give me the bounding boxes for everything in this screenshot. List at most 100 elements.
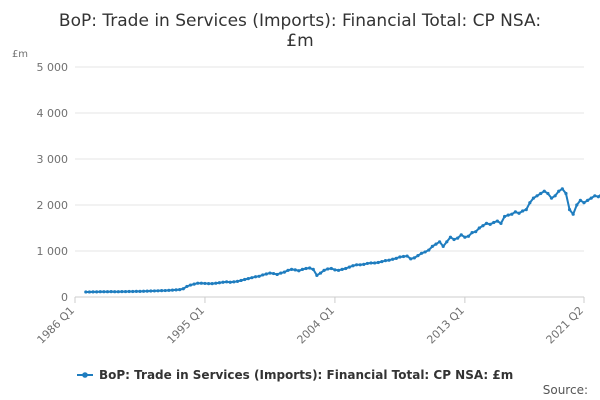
data-point-141[interactable] xyxy=(593,194,597,198)
data-point-61[interactable] xyxy=(304,266,308,271)
data-point-107[interactable] xyxy=(470,231,474,235)
data-point-102[interactable] xyxy=(452,237,456,242)
data-point-98[interactable] xyxy=(438,240,442,244)
data-point-60[interactable] xyxy=(300,267,305,271)
data-point-25[interactable] xyxy=(174,288,178,292)
data-point-2[interactable] xyxy=(91,290,95,294)
data-point-140[interactable] xyxy=(589,196,593,200)
data-point-100[interactable] xyxy=(445,240,449,244)
data-point-69[interactable] xyxy=(333,268,337,272)
data-point-139[interactable] xyxy=(586,198,590,202)
data-point-63[interactable] xyxy=(311,267,315,271)
data-point-9[interactable] xyxy=(116,290,120,294)
data-point-53[interactable] xyxy=(275,272,279,277)
data-point-137[interactable] xyxy=(578,198,582,202)
data-point-35[interactable] xyxy=(210,282,214,286)
data-point-106[interactable] xyxy=(466,234,471,238)
data-point-88[interactable] xyxy=(401,254,406,259)
data-point-118[interactable] xyxy=(510,212,514,216)
data-point-91[interactable] xyxy=(412,256,416,260)
data-point-12[interactable] xyxy=(127,289,131,294)
data-point-65[interactable] xyxy=(318,271,323,275)
data-point-135[interactable] xyxy=(571,212,575,216)
data-point-121[interactable] xyxy=(521,209,525,213)
data-point-28[interactable] xyxy=(185,284,189,289)
data-point-30[interactable] xyxy=(192,282,196,286)
data-point-56[interactable] xyxy=(286,268,290,272)
data-point-14[interactable] xyxy=(134,289,138,293)
data-point-54[interactable] xyxy=(279,271,283,275)
data-point-17[interactable] xyxy=(145,289,149,293)
data-point-67[interactable] xyxy=(326,267,330,271)
data-point-92[interactable] xyxy=(416,254,420,258)
data-point-115[interactable] xyxy=(499,221,503,225)
data-point-73[interactable] xyxy=(347,265,351,269)
data-point-37[interactable] xyxy=(217,281,221,285)
data-point-134[interactable] xyxy=(567,208,572,212)
data-point-5[interactable] xyxy=(102,290,106,294)
data-point-13[interactable] xyxy=(131,289,135,294)
data-point-105[interactable] xyxy=(463,235,467,239)
data-point-76[interactable] xyxy=(358,263,362,267)
data-point-68[interactable] xyxy=(329,266,333,271)
data-point-85[interactable] xyxy=(391,257,395,261)
data-point-94[interactable] xyxy=(423,250,427,254)
data-point-42[interactable] xyxy=(235,279,240,283)
data-point-31[interactable] xyxy=(196,281,200,285)
data-point-126[interactable] xyxy=(539,191,543,196)
data-point-113[interactable] xyxy=(492,220,496,225)
data-point-78[interactable] xyxy=(365,261,369,266)
data-point-71[interactable] xyxy=(340,267,344,271)
data-point-142[interactable] xyxy=(596,195,600,199)
data-point-15[interactable] xyxy=(138,289,142,293)
data-point-138[interactable] xyxy=(582,201,586,205)
data-point-70[interactable] xyxy=(336,268,341,272)
data-point-123[interactable] xyxy=(528,201,532,205)
data-point-136[interactable] xyxy=(575,203,579,207)
data-point-58[interactable] xyxy=(293,268,297,272)
data-point-89[interactable] xyxy=(405,254,409,258)
data-point-49[interactable] xyxy=(261,273,265,277)
data-point-81[interactable] xyxy=(376,260,380,265)
data-point-47[interactable] xyxy=(253,275,258,279)
data-point-125[interactable] xyxy=(535,194,539,198)
data-point-101[interactable] xyxy=(448,235,453,239)
data-point-46[interactable] xyxy=(250,276,254,280)
data-point-130[interactable] xyxy=(553,194,557,198)
data-point-3[interactable] xyxy=(95,290,99,294)
data-point-129[interactable] xyxy=(549,196,554,200)
data-point-108[interactable] xyxy=(474,230,478,234)
data-point-36[interactable] xyxy=(214,281,218,285)
data-point-22[interactable] xyxy=(163,288,167,293)
data-point-87[interactable] xyxy=(398,255,402,259)
data-point-72[interactable] xyxy=(344,266,348,271)
data-point-99[interactable] xyxy=(441,244,445,248)
data-point-124[interactable] xyxy=(531,196,536,200)
data-point-83[interactable] xyxy=(383,259,388,263)
data-point-74[interactable] xyxy=(351,264,355,268)
data-point-119[interactable] xyxy=(513,210,518,214)
data-point-84[interactable] xyxy=(387,258,391,262)
data-point-26[interactable] xyxy=(178,288,182,292)
data-point-96[interactable] xyxy=(430,244,434,248)
data-point-104[interactable] xyxy=(459,233,463,237)
data-point-114[interactable] xyxy=(495,219,499,223)
data-point-33[interactable] xyxy=(203,281,207,286)
data-point-79[interactable] xyxy=(369,261,373,265)
data-point-122[interactable] xyxy=(524,208,528,212)
data-point-24[interactable] xyxy=(170,288,175,292)
data-point-16[interactable] xyxy=(141,289,146,293)
data-point-27[interactable] xyxy=(181,287,185,291)
data-point-75[interactable] xyxy=(354,263,359,267)
data-point-112[interactable] xyxy=(488,222,492,226)
data-point-23[interactable] xyxy=(167,288,171,292)
data-point-52[interactable] xyxy=(271,271,276,276)
data-point-34[interactable] xyxy=(206,282,211,286)
data-point-7[interactable] xyxy=(109,290,113,294)
data-point-80[interactable] xyxy=(373,261,377,265)
data-point-86[interactable] xyxy=(394,256,398,260)
data-point-57[interactable] xyxy=(290,267,294,271)
data-point-48[interactable] xyxy=(257,274,261,278)
data-point-116[interactable] xyxy=(502,214,507,219)
data-point-51[interactable] xyxy=(268,271,272,275)
